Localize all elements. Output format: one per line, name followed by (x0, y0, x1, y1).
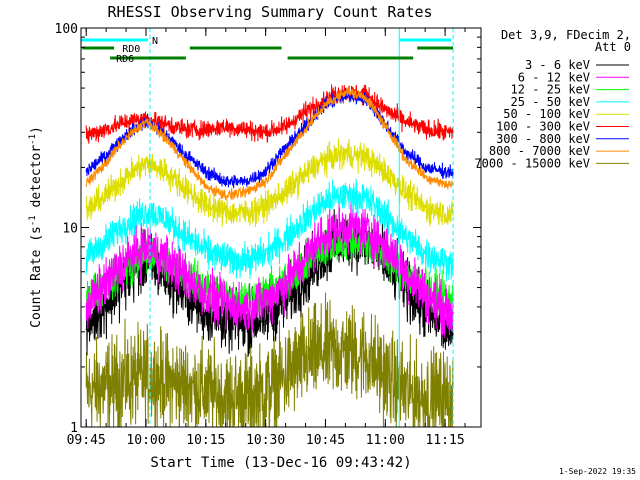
x-tick-label: 11:00 (366, 433, 405, 448)
legend-header-line-2: Att 0 (595, 40, 631, 54)
x-tick-label: 10:45 (306, 433, 345, 448)
legend-entry-label: 25 - 50 keV (511, 95, 590, 109)
x-axis-label: Start Time (13-Dec-16 09:43:42) (150, 455, 411, 471)
x-tick-label: 09:45 (67, 433, 106, 448)
legend-entry-label: 300 - 800 keV (496, 132, 590, 146)
legend-entry-label: 6 - 12 keV (518, 70, 590, 84)
axis-layer: 1 10 100 09:45 10:00 10:15 10:30 10:45 11:00 11:1… (55, 22, 481, 448)
footer-date: 1-Sep-2022 19:35 (559, 467, 636, 476)
y-tick-label: 10 (62, 222, 78, 237)
series-line (85, 138, 454, 227)
legend-entry-label: 800 - 7000 keV (489, 144, 590, 158)
x-tick-label: 10:00 (126, 433, 165, 448)
state-bar-label: RD6 (116, 54, 134, 65)
state-bar-label: N (152, 36, 158, 47)
series-layer (85, 84, 454, 427)
series-line (85, 192, 454, 339)
legend-entry-label: 50 - 100 keV (503, 107, 590, 121)
legend-entry-label: 12 - 25 keV (511, 83, 590, 97)
legend-entry-label: 100 - 300 keV (496, 120, 590, 134)
x-tick-label: 10:15 (186, 433, 225, 448)
x-tick-label: 10:30 (246, 433, 285, 448)
legend-entry-label: 7000 - 15000 keV (474, 156, 590, 170)
series-line (85, 178, 454, 282)
state-bar-label: RD0 (122, 44, 140, 55)
legend-header-line-1: Det 3,9, FDecim 2, (501, 28, 631, 42)
y-axis-label: Count Rate (s-1 detector-1) (28, 126, 44, 328)
chart-title: RHESSI Observing Summary Count Rates (107, 3, 432, 21)
y-tick-label: 1 (70, 421, 78, 436)
y-tick-label: 100 (55, 22, 78, 37)
series-line (85, 87, 454, 201)
x-tick-label: 11:15 (426, 433, 465, 448)
legend-entry-label: 3 - 6 keV (525, 58, 590, 72)
